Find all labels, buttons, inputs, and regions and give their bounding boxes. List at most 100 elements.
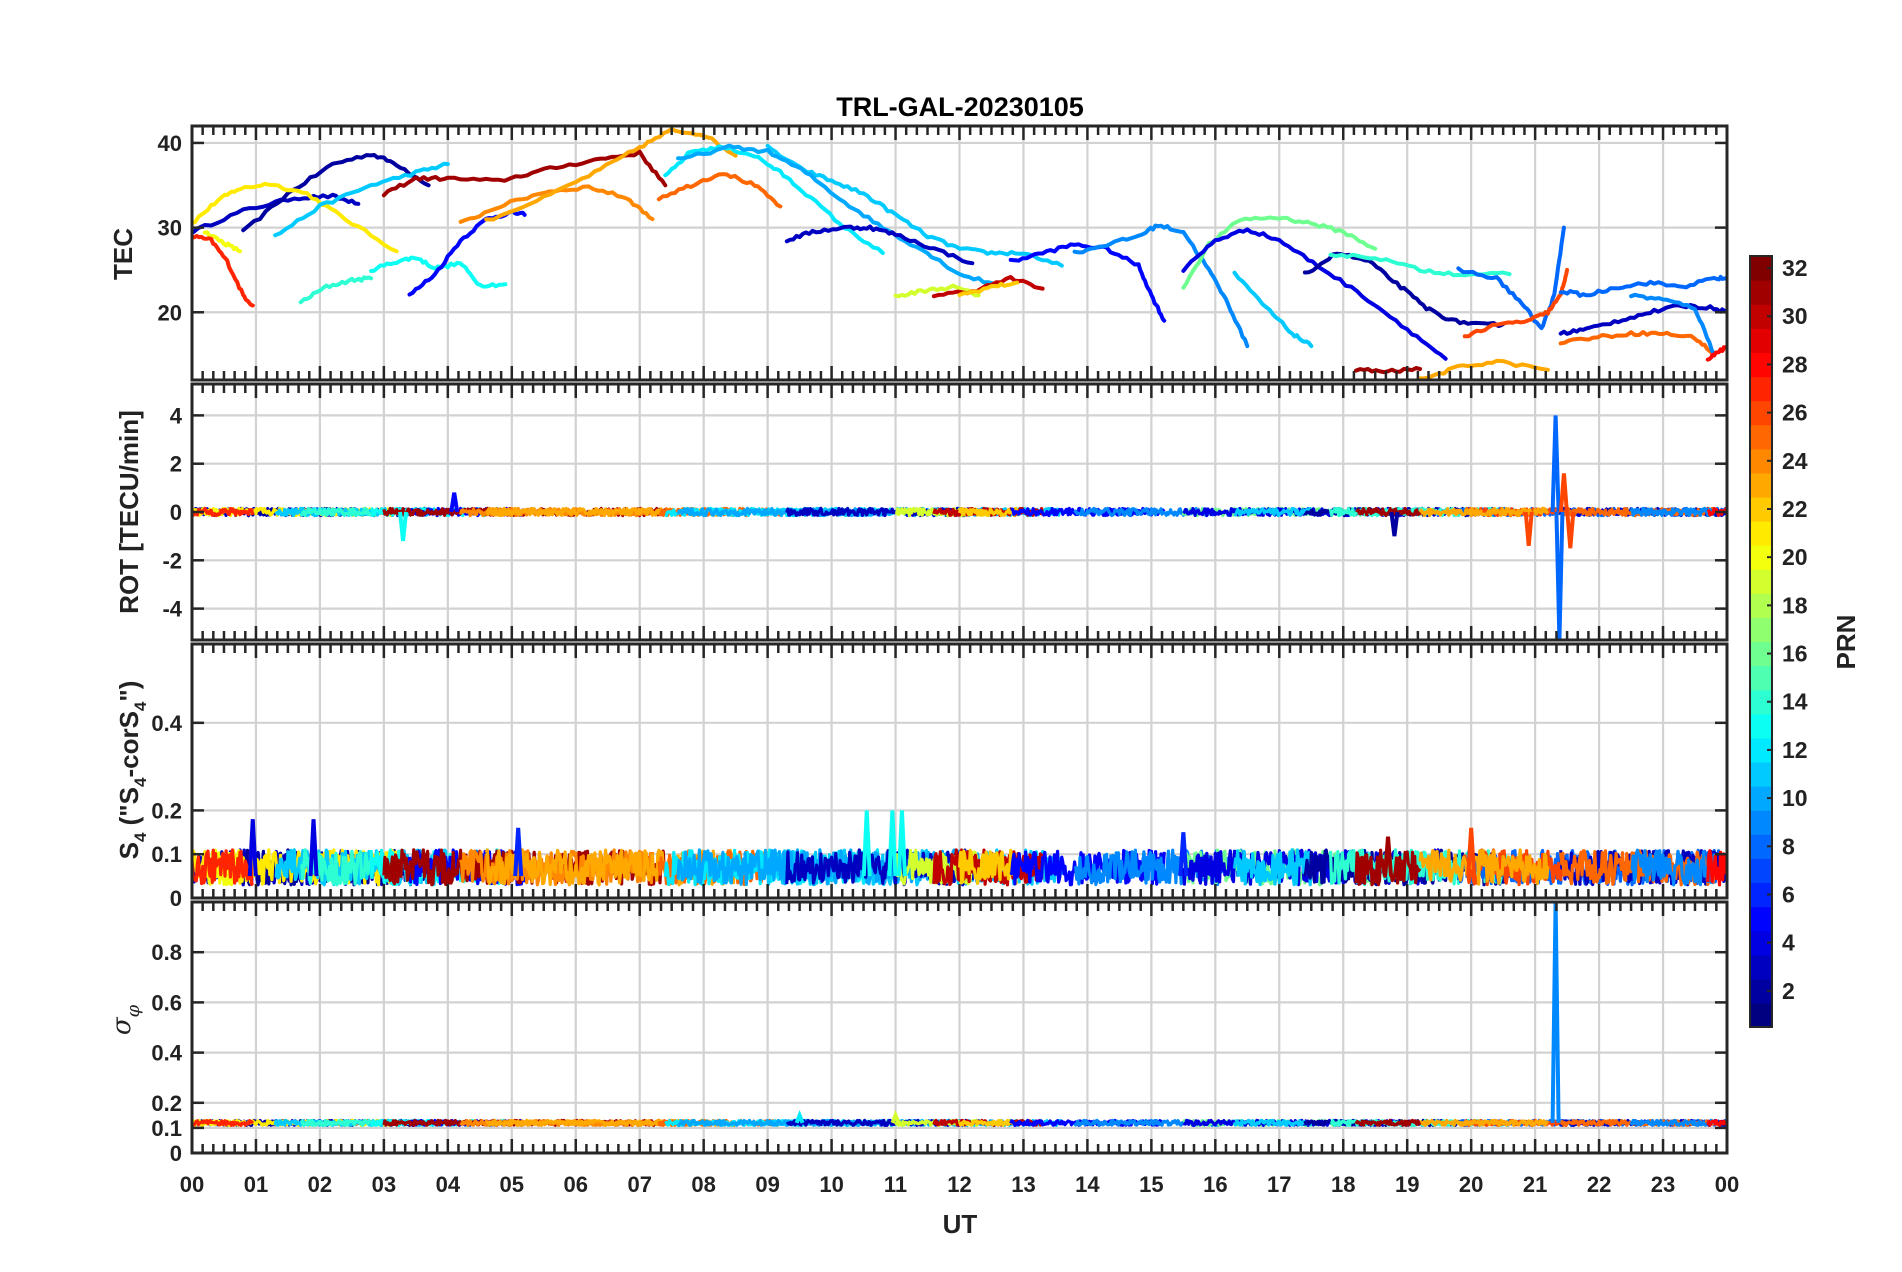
rot-spike xyxy=(449,492,460,513)
tec-ytick-label: 20 xyxy=(158,300,182,325)
x-tick-label: 01 xyxy=(244,1172,268,1197)
sigma-axes: 00.10.2 0.4 0.6 0.8 xyxy=(151,900,1729,1166)
sigma-series-prn-22 xyxy=(958,1118,1018,1127)
tec-series-prn-24 xyxy=(458,184,655,224)
sigma-axes-box xyxy=(190,900,1729,1155)
s4-ytick-label: 0 xyxy=(170,886,182,911)
x-tick-label: 21 xyxy=(1523,1172,1547,1197)
tec-series-prn-11 xyxy=(1232,270,1314,349)
colorbar-tick-label: 12 xyxy=(1782,737,1808,763)
x-tick-label: 07 xyxy=(627,1172,651,1197)
colorbar-swatch xyxy=(1750,521,1772,546)
tec-series-prn-31 xyxy=(1354,366,1422,375)
rot-series-prn-11 xyxy=(1233,506,1312,518)
sigma-ytick-label: 0.2 xyxy=(151,1091,182,1116)
rot-spike xyxy=(1389,511,1400,537)
x-tick-label: 09 xyxy=(755,1172,779,1197)
colorbar-swatch xyxy=(1750,448,1772,474)
s4-spike xyxy=(861,810,872,877)
rot-spike xyxy=(1558,473,1569,513)
colorbar-swatch xyxy=(1750,472,1772,498)
s4-series-prn-22 xyxy=(957,848,1019,886)
colorbar-tick-label: 24 xyxy=(1782,448,1808,474)
colorbar-swatch xyxy=(1750,424,1772,450)
colorbar-swatch xyxy=(1750,304,1772,329)
x-tick-label: 22 xyxy=(1587,1172,1611,1197)
tec-series-prn-14 xyxy=(298,275,374,305)
x-tick-label: 16 xyxy=(1203,1172,1227,1197)
x-tick-label: 00 xyxy=(1715,1172,1739,1197)
s4-spike xyxy=(247,819,258,877)
s4-ytick-label: 0.1 xyxy=(151,842,182,867)
colorbar-swatch xyxy=(1750,834,1772,859)
rot-data xyxy=(192,415,1727,640)
s4-spike xyxy=(308,819,319,877)
x-tick-label: 18 xyxy=(1331,1172,1355,1197)
tec-series-prn-2 xyxy=(241,153,431,233)
chart-title: TRL-GAL-20230105 xyxy=(836,92,1084,122)
colorbar-tick-label: 16 xyxy=(1782,641,1808,667)
rot-spike xyxy=(398,511,409,542)
colorbar-swatch xyxy=(1750,593,1772,618)
colorbar-swatch xyxy=(1750,256,1772,281)
s4-spike xyxy=(887,810,898,877)
rot-series-prn-31 xyxy=(1355,506,1422,518)
colorbar-tick-label: 30 xyxy=(1782,303,1808,329)
s4-data xyxy=(192,810,1727,887)
sigma-ytick-label: 0.1 xyxy=(151,1116,182,1141)
sigma-ytick-label: 0.4 xyxy=(151,1041,182,1066)
x-axis-label: UT xyxy=(943,1209,978,1239)
colorbar-tick-label: 22 xyxy=(1782,496,1808,522)
colorbar-swatch xyxy=(1750,761,1772,787)
s4-spike xyxy=(513,827,524,877)
x-tick-label: 02 xyxy=(308,1172,332,1197)
x-tick-label: 15 xyxy=(1139,1172,1163,1197)
panel-rot: -4 -2 0 2 4 xyxy=(162,382,1729,642)
svg-text:S4 ("S4-corS4"): S4 ("S4-corS4") xyxy=(114,681,150,860)
panel-s4: 0 0.1 0.2 0.4 xyxy=(151,642,1729,911)
x-tick-label: 17 xyxy=(1267,1172,1291,1197)
rot-spike xyxy=(1550,415,1561,513)
tec-series-prn-12 xyxy=(663,144,885,255)
tec-ytick-label: 30 xyxy=(158,216,182,241)
tec-series-prn-28 xyxy=(1705,344,1727,362)
sigma-ytick-label: 0 xyxy=(170,1141,182,1166)
x-tick-label: 14 xyxy=(1075,1172,1100,1197)
sigma-spike xyxy=(890,1109,901,1124)
tec-series-prn-19 xyxy=(893,283,981,299)
colorbar-swatch xyxy=(1750,641,1772,667)
x-tick-label: 08 xyxy=(691,1172,715,1197)
rot-series-prn-22 xyxy=(957,507,1019,518)
s4-axes-box xyxy=(190,642,1729,900)
rot-series-prn-23 xyxy=(1418,506,1550,518)
colorbar-swatch xyxy=(1750,954,1772,980)
x-tick-label: 19 xyxy=(1395,1172,1419,1197)
tec-grid xyxy=(192,126,1727,380)
tec-series-prn-20 xyxy=(202,230,242,254)
tec-series-prn-21 xyxy=(192,181,399,254)
s4-axes: 0 0.1 0.2 0.4 xyxy=(151,642,1729,911)
colorbar-tick-label: 14 xyxy=(1782,689,1808,715)
x-tick-label: 23 xyxy=(1651,1172,1675,1197)
tec-series-prn-22 xyxy=(957,280,1020,297)
rot-series-prn-9 xyxy=(1629,506,1715,518)
colorbar-swatch xyxy=(1750,352,1772,378)
tec-series-prn-9 xyxy=(1072,223,1250,349)
colorbar-swatch xyxy=(1750,280,1772,305)
sigma-ylabel: σφ xyxy=(107,1004,144,1035)
sigma-series-prn-23 xyxy=(1419,1118,1550,1128)
sigma-series-prn-14 xyxy=(300,1118,373,1128)
tec-series-prn-3 xyxy=(1558,303,1727,336)
tec-axes-box xyxy=(190,124,1729,382)
x-tick-label: 00 xyxy=(180,1172,204,1197)
x-tick-label: 12 xyxy=(947,1172,971,1197)
x-tick-label: 03 xyxy=(372,1172,396,1197)
x-tick-label: 06 xyxy=(564,1172,588,1197)
colorbar-swatch xyxy=(1750,978,1772,1004)
tec-series-prn-4 xyxy=(1181,227,1448,361)
x-tick-label: 10 xyxy=(819,1172,843,1197)
sigma-series-prn-9 xyxy=(1629,1118,1716,1127)
colorbar-swatch xyxy=(1750,737,1772,763)
s4-spike xyxy=(1178,832,1189,877)
